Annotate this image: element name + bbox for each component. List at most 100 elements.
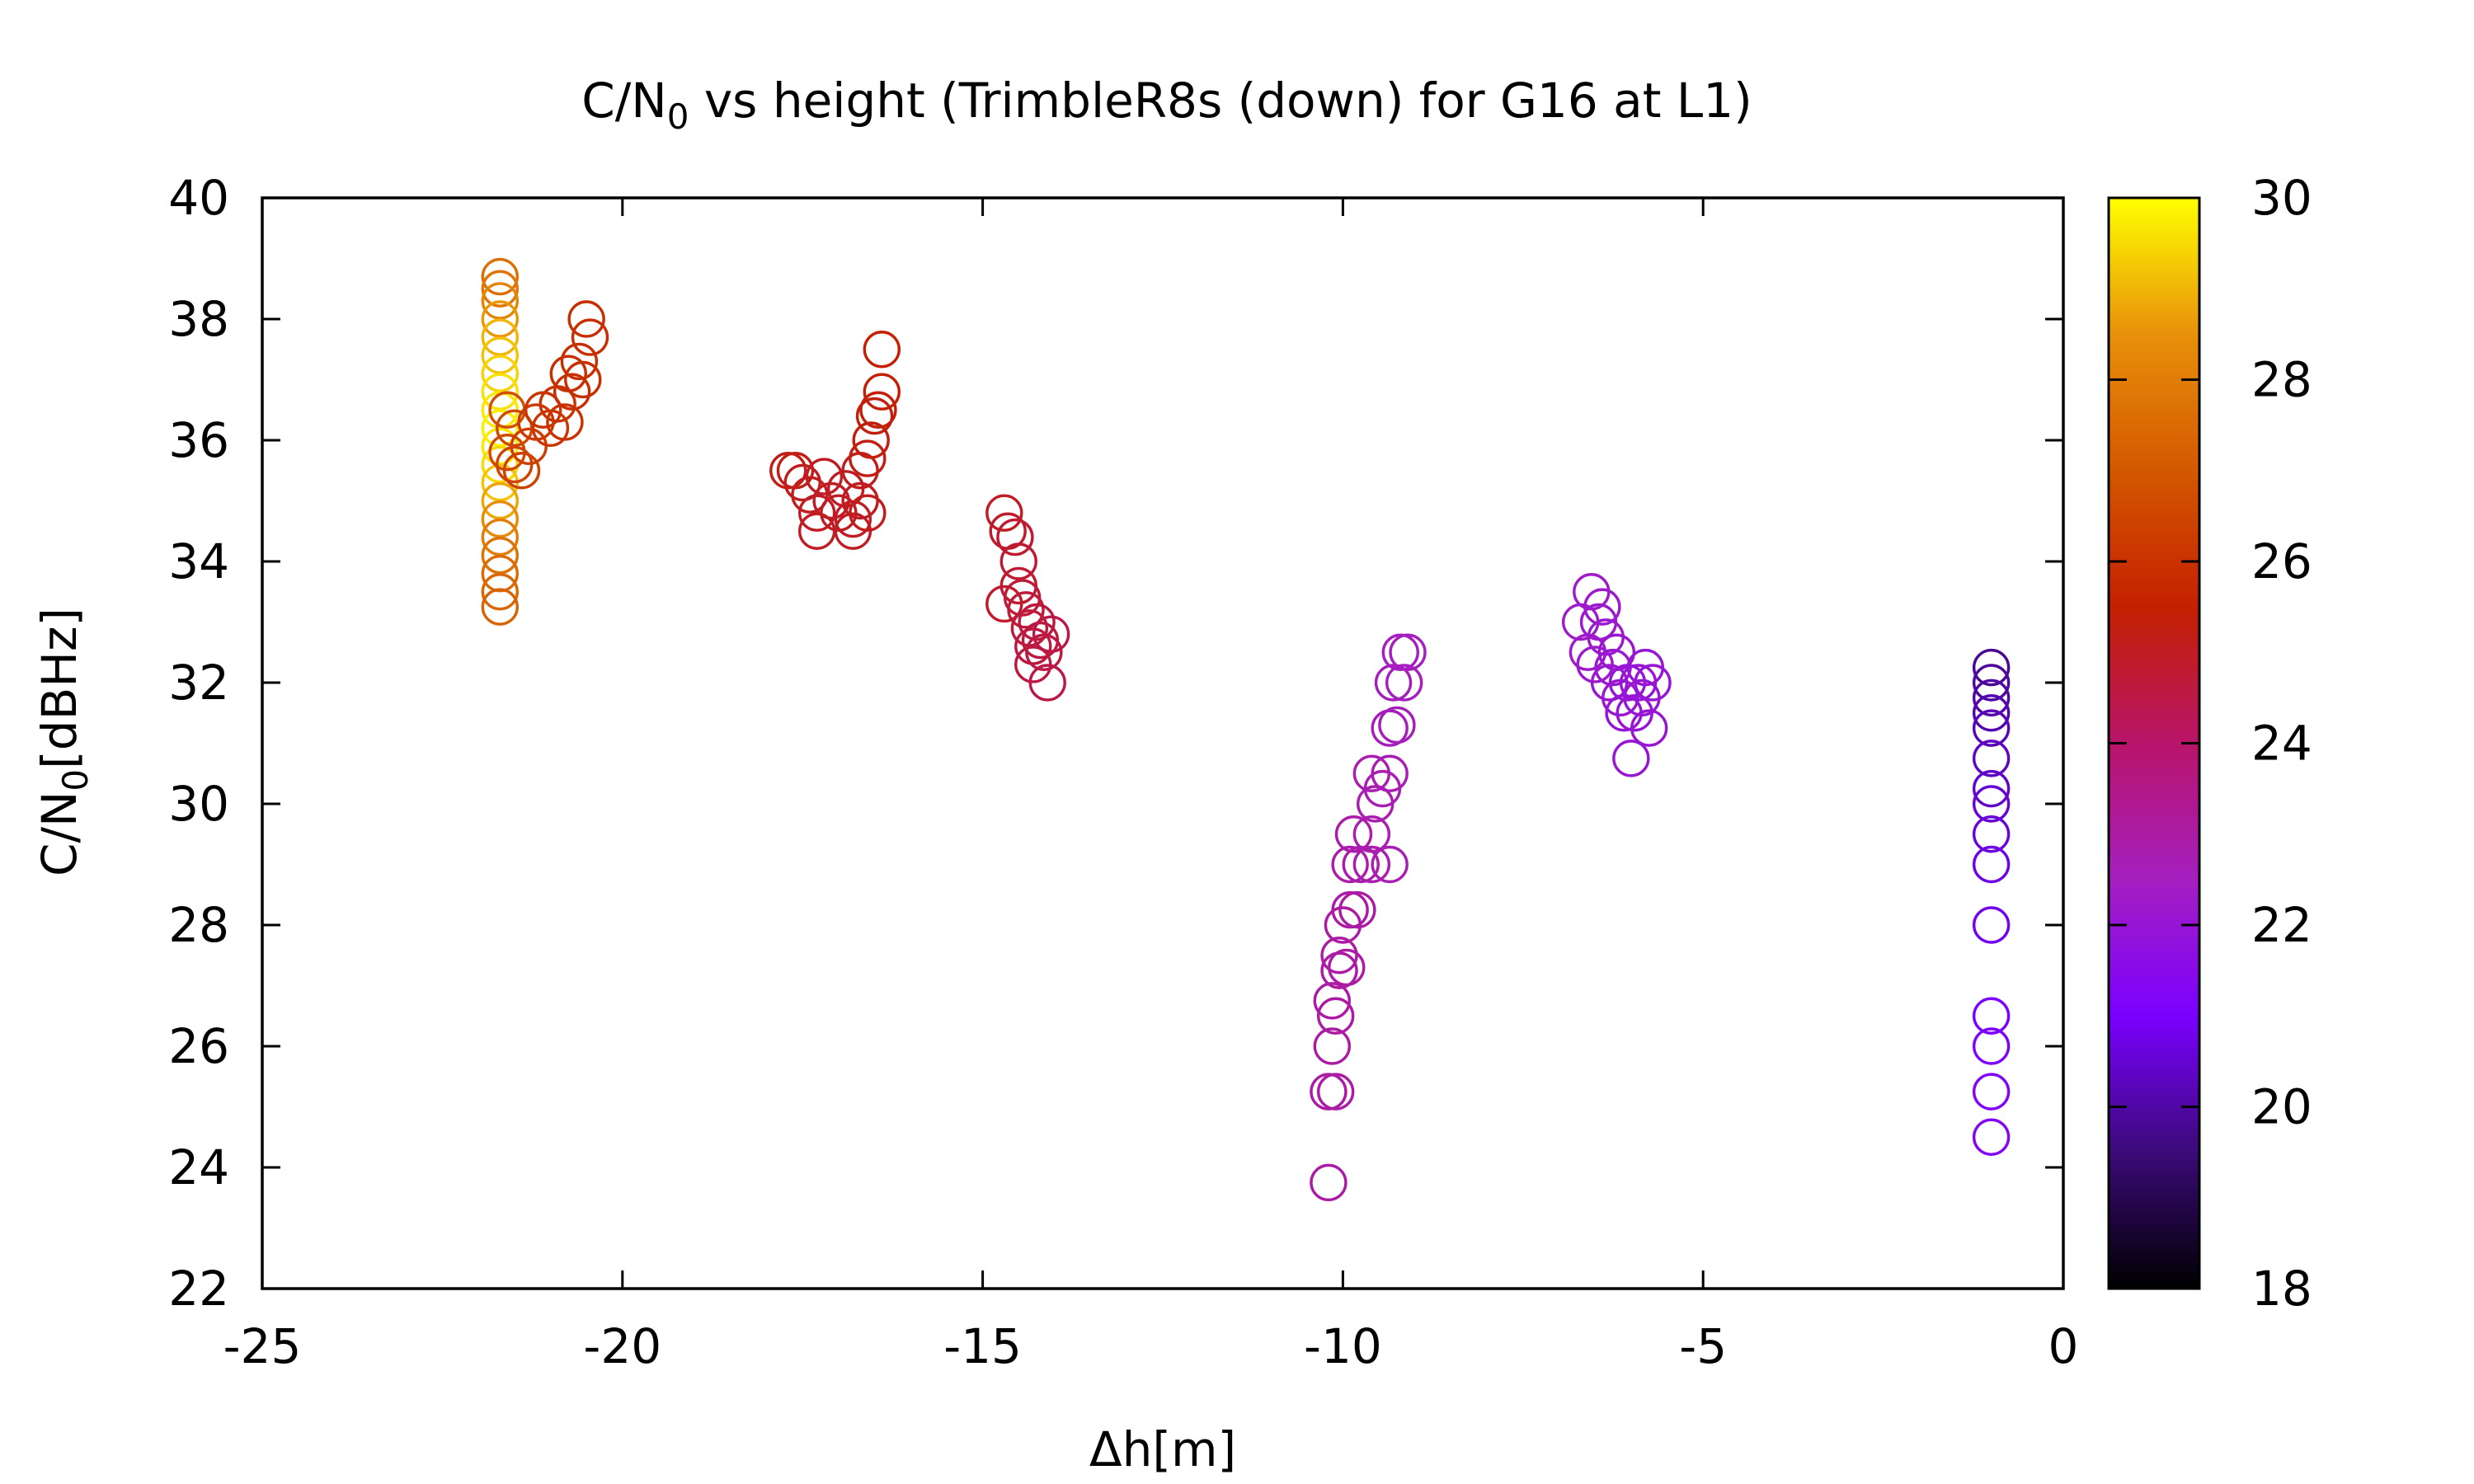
title-main: C/N <box>581 73 666 129</box>
data-point <box>553 373 591 411</box>
data-point <box>1313 982 1351 1020</box>
data-point <box>849 494 887 532</box>
data-point <box>1371 754 1409 792</box>
data-point <box>481 518 519 556</box>
data-point <box>481 588 519 626</box>
data-point <box>1972 906 2011 944</box>
data-point <box>1583 588 1621 626</box>
data-point <box>481 500 519 538</box>
data-point <box>1972 845 2011 884</box>
data-point <box>1634 664 1672 702</box>
data-point <box>481 373 519 411</box>
data-point <box>1972 997 2011 1035</box>
title-subscript: 0 <box>667 96 689 137</box>
ylabel-rest: [dBHz] <box>31 608 87 769</box>
data-point <box>1381 633 1419 671</box>
data-point <box>863 331 901 369</box>
data-point <box>481 355 519 392</box>
colorbar-tick-label: 18 <box>2251 1261 2312 1317</box>
data-point <box>1371 845 1409 884</box>
data-point <box>571 318 609 356</box>
data-point <box>863 373 901 411</box>
data-point <box>481 257 519 296</box>
y-tick-label: 26 <box>168 1018 229 1074</box>
data-point <box>1972 785 2011 823</box>
data-point <box>805 458 844 495</box>
data-point <box>1374 664 1413 702</box>
data-point <box>996 518 1034 556</box>
data-point <box>481 336 519 374</box>
data-point <box>1007 591 1045 629</box>
ylabel-subscript: 0 <box>55 769 96 791</box>
data-point <box>564 360 602 399</box>
data-point <box>1972 740 2011 777</box>
colorbar-axis: 18 20 22 24 26 28 30 <box>2109 170 2312 1317</box>
data-point <box>567 300 605 338</box>
ylabel-main: C/N <box>31 791 87 876</box>
data-point <box>769 452 807 490</box>
data-point <box>1972 694 2011 732</box>
data-point <box>797 494 836 532</box>
data-point <box>1003 579 1042 617</box>
data-point <box>1972 1073 2011 1111</box>
x-tick-label: -10 <box>1304 1318 1382 1374</box>
data-point <box>1972 709 2011 747</box>
data-point <box>985 494 1023 532</box>
colorbar-tick-label: 24 <box>2251 716 2312 772</box>
colorbar-tick-label: 22 <box>2251 897 2312 953</box>
data-point <box>1972 815 2011 853</box>
data-point <box>560 342 599 381</box>
data-point <box>546 403 584 441</box>
data-point <box>481 573 519 611</box>
y-axis: 22 24 26 28 30 32 34 36 38 40 <box>168 170 2063 1317</box>
data-point <box>1338 890 1376 929</box>
colorbar-tick-label: 20 <box>2251 1079 2312 1135</box>
data-point <box>1630 709 1668 747</box>
data-point <box>1972 1118 2011 1156</box>
data-point <box>481 300 519 338</box>
y-tick-label: 30 <box>168 776 229 832</box>
x-tick-label: -15 <box>943 1318 1022 1374</box>
y-tick-label: 34 <box>168 533 229 589</box>
data-point <box>849 439 887 477</box>
data-point <box>481 270 519 308</box>
data-point <box>1032 615 1070 653</box>
data-point <box>481 481 519 520</box>
y-tick-label: 38 <box>168 291 229 347</box>
y-axis-label: C/N0[dBHz] <box>31 608 96 876</box>
data-point <box>999 542 1037 580</box>
x-axis: -25 -20 -15 -10 -5 0 <box>223 198 2079 1374</box>
data-point <box>1320 937 1358 974</box>
data-point <box>502 452 541 490</box>
data-point <box>1389 633 1427 671</box>
data-point <box>852 421 890 459</box>
data-point <box>1316 1073 1355 1111</box>
chart-title: C/N0 vs height (TrimbleR8s (down) for G1… <box>581 73 1752 137</box>
data-point <box>1014 627 1052 665</box>
data-point <box>1018 603 1056 641</box>
data-point <box>481 536 519 575</box>
data-point <box>1972 664 2011 702</box>
data-point <box>1972 679 2011 717</box>
y-tick-label: 36 <box>168 412 229 468</box>
data-point <box>1310 1073 1348 1111</box>
data-point <box>1310 1163 1348 1202</box>
data-point <box>1331 845 1369 884</box>
y-tick-label: 22 <box>168 1261 229 1317</box>
data-point <box>481 318 519 356</box>
data-point <box>1385 664 1423 702</box>
title-rest: vs height (TrimbleR8s (down) for G16 at … <box>689 73 1752 129</box>
colorbar-tick-label: 26 <box>2251 533 2312 589</box>
data-point <box>481 282 519 320</box>
data-point <box>859 391 897 429</box>
data-point <box>1352 845 1391 884</box>
data-point <box>1028 664 1066 702</box>
y-tick-label: 40 <box>168 170 229 226</box>
data-point <box>855 397 894 435</box>
x-tick-label: -5 <box>1679 1318 1727 1374</box>
data-point <box>1972 1027 2011 1065</box>
data-point <box>1352 815 1391 853</box>
x-tick-label: 0 <box>2048 1318 2079 1374</box>
data-point <box>1313 1027 1351 1065</box>
